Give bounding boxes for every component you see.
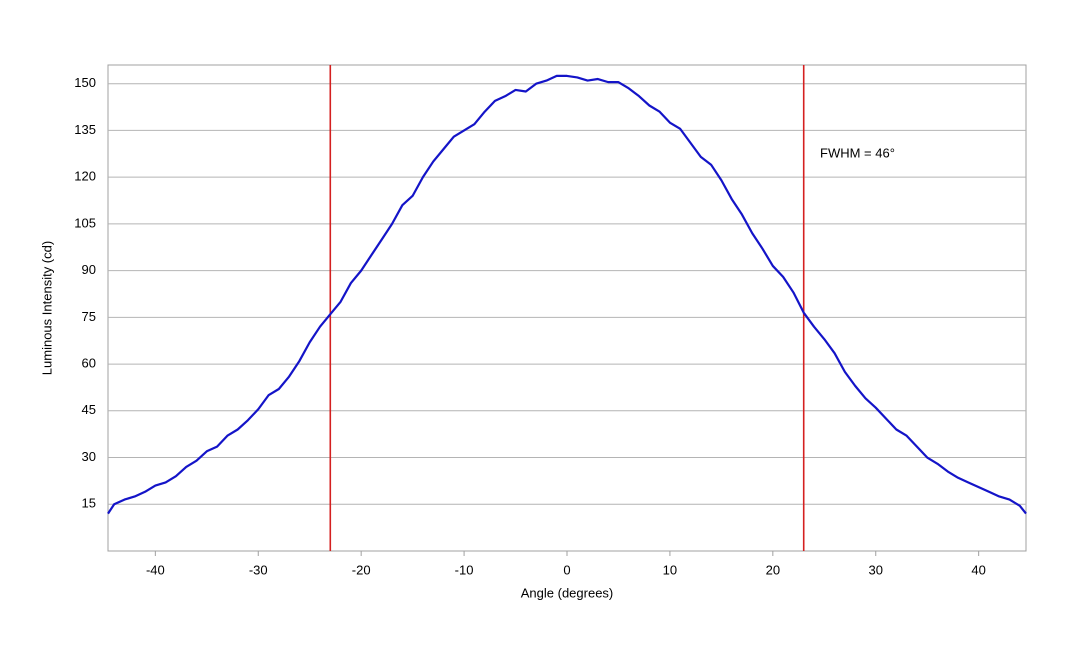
- x-tick-label: 10: [663, 562, 677, 577]
- x-tick-label: 0: [563, 562, 570, 577]
- x-axis-label: Angle (degrees): [521, 585, 614, 600]
- annotation: FWHM = 46°: [820, 145, 895, 160]
- y-tick-label: 105: [74, 215, 96, 230]
- plot-area: [107, 64, 1027, 552]
- y-tick-label: 45: [82, 402, 96, 417]
- y-tick-label: 135: [74, 122, 96, 137]
- y-tick-label: 15: [82, 496, 96, 511]
- x-tick-label: -20: [352, 562, 371, 577]
- y-tick-label: 30: [82, 449, 96, 464]
- data-line: [107, 74, 1027, 515]
- y-tick-label: 120: [74, 169, 96, 184]
- y-tick-label: 75: [82, 309, 96, 324]
- y-axis-label: Luminous Intensity (cd): [39, 241, 54, 375]
- y-tick-label: 90: [82, 262, 96, 277]
- x-tick-label: 40: [971, 562, 985, 577]
- x-tick-label: -40: [146, 562, 165, 577]
- x-tick-label: 20: [766, 562, 780, 577]
- x-tick-label: -30: [249, 562, 268, 577]
- x-tick-label: 30: [869, 562, 883, 577]
- x-tick-label: -10: [455, 562, 474, 577]
- y-tick-label: 150: [74, 75, 96, 90]
- y-tick-label: 60: [82, 356, 96, 371]
